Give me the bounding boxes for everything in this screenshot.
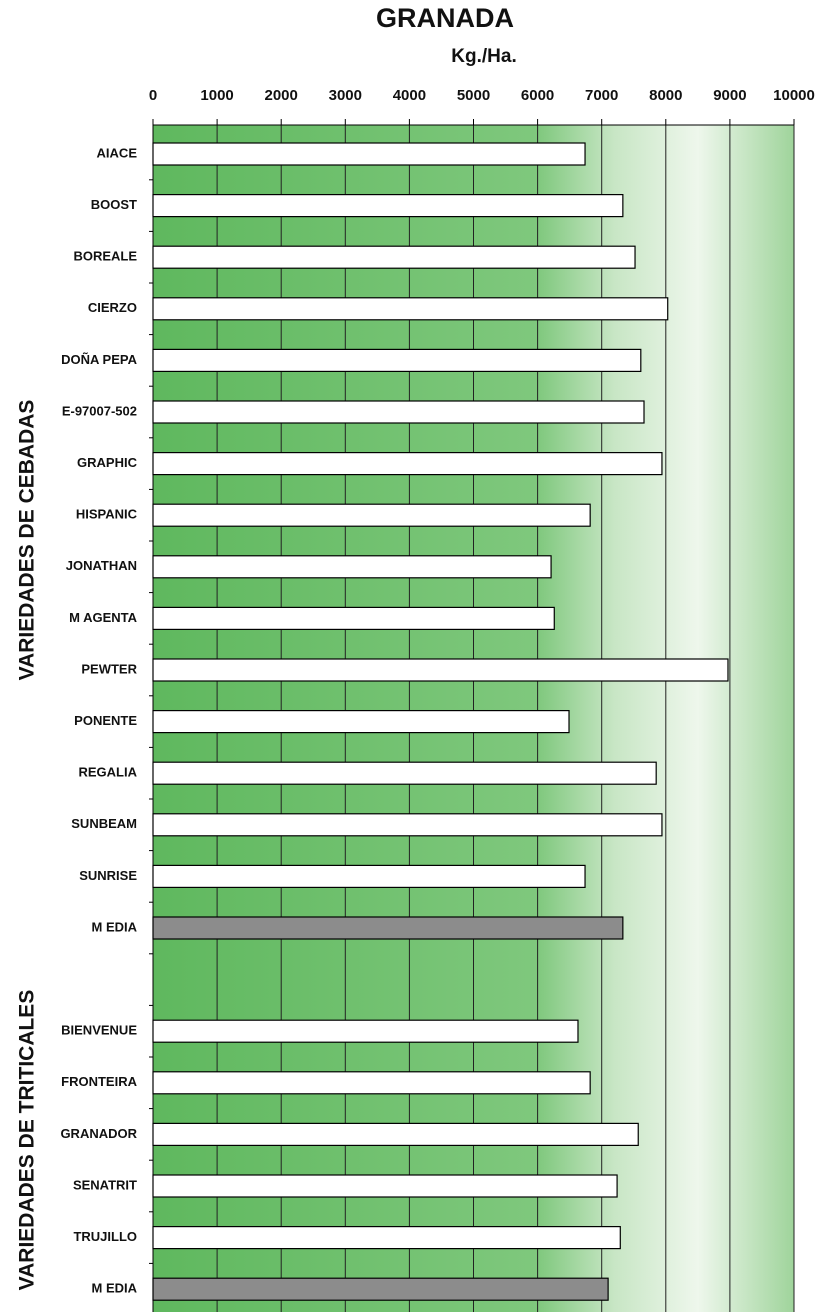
x-tick-label: 4000 (393, 87, 426, 104)
bar (152, 1071, 591, 1095)
bar (152, 1225, 621, 1250)
bar (152, 1122, 639, 1147)
bar (152, 348, 642, 372)
y-tick-label: PONENTE (74, 713, 137, 728)
y-tick-label: TRUJILLO (73, 1229, 137, 1244)
bar (152, 400, 645, 424)
bar (152, 245, 636, 269)
bar (152, 452, 663, 476)
bar (152, 1019, 579, 1043)
bar (152, 142, 586, 166)
bar (152, 297, 669, 321)
y-tick-label: SUNBEAM (71, 816, 137, 831)
x-tick-label: 8000 (649, 87, 682, 104)
y-tick-label: HISPANIC (76, 507, 138, 522)
bar (152, 555, 552, 579)
bar (152, 503, 591, 527)
group-label: VARIEDADES DE TRITICALES (16, 990, 39, 1291)
y-tick-label: PEWTER (81, 661, 137, 676)
y-tick-label: GRANADOR (60, 1126, 137, 1141)
y-tick-label: BIENVENUE (61, 1023, 137, 1038)
bar (152, 916, 624, 940)
y-tick-label: CIERZO (88, 300, 137, 315)
bar (152, 1174, 618, 1198)
bar (152, 761, 657, 785)
x-tick-label: 5000 (457, 87, 490, 104)
y-tick-label: BOOST (91, 197, 137, 212)
axis-title: Kg./Ha. (451, 46, 516, 67)
bar (152, 813, 663, 837)
y-tick-label: SENATRIT (73, 1177, 137, 1192)
x-tick-label: 7000 (585, 87, 618, 104)
y-tick-label: GRAPHIC (77, 455, 138, 470)
x-tick-label: 6000 (521, 87, 554, 104)
x-tick-label: 1000 (200, 87, 233, 104)
y-tick-label: AIACE (97, 145, 138, 160)
y-tick-label: E-97007-502 (62, 403, 137, 418)
y-tick-label: DOÑA PEPA (61, 352, 137, 367)
y-tick-label: JONATHAN (66, 558, 137, 573)
bar (152, 194, 624, 218)
x-tick-label: 0 (149, 87, 157, 104)
y-tick-label: M EDIA (92, 1281, 138, 1296)
x-tick-label: 3000 (329, 87, 362, 104)
bar (152, 1277, 609, 1301)
y-tick-label: BOREALE (73, 249, 137, 264)
x-tick-label: 2000 (265, 87, 298, 104)
x-tick-label: 9000 (713, 87, 746, 104)
bar (152, 658, 729, 682)
bar (152, 606, 555, 631)
x-tick-label: 10000 (773, 87, 815, 104)
y-tick-label: M AGENTA (69, 610, 137, 625)
bar (152, 864, 586, 889)
group-label: VARIEDADES DE CEBADAS (16, 400, 39, 681)
bar (152, 709, 570, 734)
y-tick-label: M EDIA (92, 919, 138, 934)
chart-title: GRANADA (376, 3, 514, 33)
y-tick-label: SUNRISE (79, 868, 137, 883)
y-tick-label: REGALIA (79, 765, 138, 780)
y-tick-label: FRONTEIRA (61, 1074, 137, 1089)
